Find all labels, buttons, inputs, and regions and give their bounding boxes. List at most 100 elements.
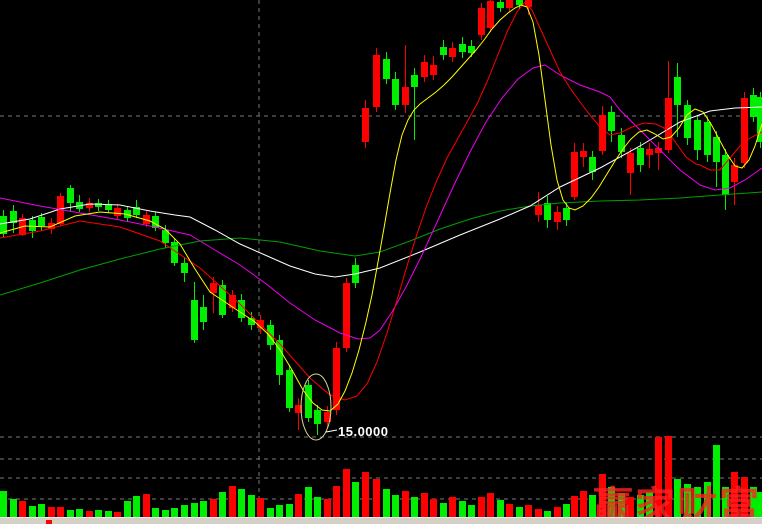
volume-bar <box>267 508 274 517</box>
candle-body <box>544 203 551 220</box>
candle-body <box>506 0 513 8</box>
volume-bar <box>665 436 672 517</box>
candle-body <box>618 135 625 152</box>
candle-body <box>497 2 504 8</box>
candle-body <box>133 207 140 215</box>
volume-bar <box>48 507 55 517</box>
volume-bar <box>86 511 93 517</box>
volume-bar <box>105 511 112 517</box>
volume-bar <box>95 510 102 517</box>
volume-bar <box>608 487 615 517</box>
candle-body <box>750 95 757 117</box>
candle-body <box>114 208 121 216</box>
volume-bar <box>10 499 17 517</box>
ma-line-white <box>0 106 762 278</box>
candle-body <box>525 0 532 7</box>
candle-body <box>440 47 447 55</box>
candle-body <box>181 263 188 273</box>
candle-body <box>741 98 748 163</box>
candle-body <box>105 204 112 210</box>
volume-bar <box>421 493 428 517</box>
volume-bar <box>731 472 738 517</box>
volume-bar <box>750 487 757 517</box>
candle-body <box>38 217 45 226</box>
volume-bar <box>722 487 729 517</box>
volume-bar <box>314 497 321 517</box>
annotation-leader-line <box>325 429 338 433</box>
volume-bar <box>333 486 340 517</box>
candle-body <box>286 370 293 408</box>
volume-bar <box>580 491 587 517</box>
volume-bar <box>305 487 312 517</box>
volume-bar <box>362 472 369 517</box>
volume-bar <box>618 493 625 517</box>
candle-body <box>305 385 312 418</box>
volume-bar <box>162 510 169 517</box>
volume-bar <box>497 500 504 517</box>
candle-body <box>449 48 456 57</box>
volume-bar <box>29 506 36 517</box>
volume-bar <box>238 489 245 517</box>
candle-body <box>535 205 542 215</box>
volume-bar <box>352 482 359 517</box>
candle-body <box>554 212 561 222</box>
volume-bar <box>248 495 255 517</box>
volume-bar <box>143 494 150 517</box>
candle-body <box>383 59 390 79</box>
volume-bar <box>191 503 198 517</box>
candle-body <box>599 115 606 151</box>
candle-body <box>124 210 131 218</box>
volume-bar <box>599 474 606 517</box>
price-annotation-label: 15.0000 <box>338 424 389 439</box>
candle-body <box>86 203 93 208</box>
volume-bar <box>133 496 140 517</box>
candle-body <box>324 412 331 422</box>
volume-bar <box>637 495 644 517</box>
candle-body <box>373 55 380 107</box>
ma-line-magenta <box>0 64 762 340</box>
candle-body <box>295 405 302 413</box>
volume-bar <box>276 505 283 517</box>
volume-bar <box>704 482 711 517</box>
candle-body <box>411 75 418 87</box>
volume-bar <box>544 511 551 517</box>
volume-bar <box>219 492 226 517</box>
ma-line-red <box>0 1 762 401</box>
volume-bar <box>516 507 523 517</box>
candle-body <box>248 318 255 325</box>
volume-bar <box>535 509 542 517</box>
candle-body <box>10 211 17 223</box>
candle-body <box>276 340 283 375</box>
volume-bar <box>627 497 634 517</box>
moving-average-lines <box>0 1 762 412</box>
candle-body <box>571 152 578 197</box>
volume-bar <box>554 507 561 517</box>
volume-bar <box>19 501 26 517</box>
candle-body <box>757 97 762 142</box>
candle-body <box>143 215 150 224</box>
candlesticks <box>0 0 762 435</box>
candle-body <box>655 148 662 153</box>
candle-body <box>487 1 494 28</box>
volume-bar <box>114 512 121 517</box>
volume-bar <box>713 445 720 517</box>
horizontal-scrollbar[interactable] <box>0 517 762 524</box>
candle-body <box>191 300 198 340</box>
candle-body <box>674 77 681 105</box>
candle-body <box>684 105 691 138</box>
volume-bar <box>0 491 7 517</box>
volume-bar <box>525 505 532 517</box>
volume-bar <box>468 505 475 517</box>
volume-bar <box>67 510 74 517</box>
ma-line-green <box>0 191 762 296</box>
candle-body <box>665 98 672 150</box>
candle-body <box>392 79 399 105</box>
volume-bar <box>459 501 466 517</box>
candle-body <box>459 44 466 52</box>
volume-bar <box>487 493 494 517</box>
candle-body <box>430 65 437 75</box>
volume-bar <box>257 498 264 517</box>
volume-bar <box>571 496 578 517</box>
volume-bar <box>655 437 662 517</box>
